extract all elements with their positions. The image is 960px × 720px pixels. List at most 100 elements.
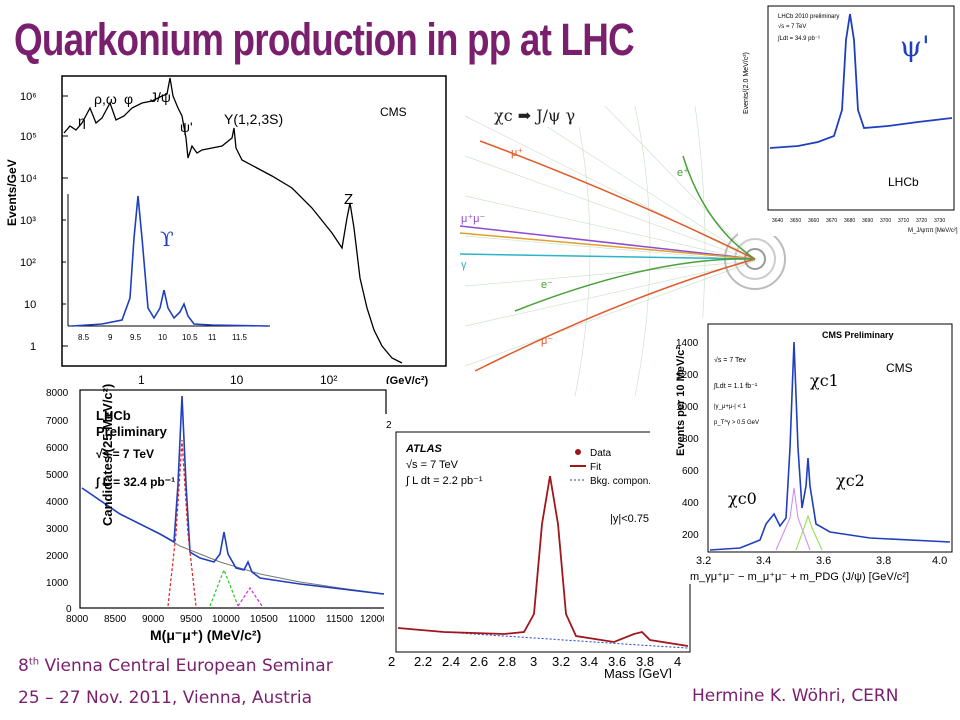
inset-xtick: 8.5 xyxy=(78,333,90,342)
cms-chic-plot: CMS Preliminary √s = 7 Tev ∫Ldt = 1.1 fb… xyxy=(650,318,956,584)
track-mu-minus xyxy=(474,258,756,372)
atlas-xtick: 2.8 xyxy=(498,654,516,669)
upsilon-lumi: ∫ L = 32.4 pb⁻¹ xyxy=(95,475,175,489)
inset-xtick: 11 xyxy=(208,333,217,342)
chi-c2-label: χc2 xyxy=(836,471,865,490)
upsilon-header1: LHCb xyxy=(96,408,131,423)
seminar-suffix: th xyxy=(28,656,40,668)
upsilon-ytick: 4000 xyxy=(46,497,69,508)
peak-phi: φ xyxy=(124,91,133,107)
atlas-lumi: ∫ L dt = 2.2 pb⁻¹ xyxy=(405,475,483,487)
atlas-xtick: 2.2 xyxy=(414,654,432,669)
psi-xlabel: M_J/ψππ [MeV/c²] xyxy=(908,228,958,234)
track-label: μ⁺ xyxy=(511,147,523,159)
atlas-xtick: 2.4 xyxy=(442,654,460,669)
peak-rho-omega: ρ,ω xyxy=(94,91,117,107)
psi-xtick: 3700 xyxy=(880,218,891,224)
peak-jpsi: J/ψ xyxy=(150,89,171,105)
peak-eta: η xyxy=(78,113,86,129)
track-label: γ xyxy=(461,259,467,271)
psi-experiment: LHCb xyxy=(888,175,919,189)
psi-prime-label: ψ' xyxy=(900,30,930,63)
upsilon-ytick: 8000 xyxy=(46,388,69,399)
cms-dimuon-svg: Events/GeV 10⁶ 10⁵ 10⁴ 10³ 10² 10 1 1 10… xyxy=(5,75,447,387)
inset-xtick: 9 xyxy=(108,333,113,342)
chic-cut1: |y_μ+μ-| < 1 xyxy=(714,404,747,410)
chic-fit-curve xyxy=(709,341,951,551)
track-label: μ⁻ xyxy=(541,335,553,347)
lhcb-psi-plot: LHCb 2010 preliminary √s = 7 TeV ∫Ldt = … xyxy=(738,0,960,236)
seminar-number: 8 xyxy=(18,656,29,676)
psi-ylabel: Events/(2.0 MeV/c²) xyxy=(743,52,750,114)
psi-header: LHCb 2010 preliminary xyxy=(778,14,839,20)
cms-label: CMS xyxy=(380,105,407,119)
chic-xtick: 3.8 xyxy=(876,555,891,567)
upsilon-xtick: 10000 xyxy=(212,614,240,625)
dimuon-ytick: 10⁶ xyxy=(20,91,37,103)
psi-xtick: 3660 xyxy=(808,218,819,224)
upsilon-ytick: 0 xyxy=(66,604,72,615)
peak-z: Z xyxy=(344,191,353,208)
chi-c0-label: χc0 xyxy=(728,489,757,508)
chic-header: CMS Preliminary xyxy=(822,330,894,340)
track-e-plus xyxy=(682,155,756,260)
dimuon-ytick: 10⁵ xyxy=(20,131,37,143)
psi-xtick: 3640 xyxy=(772,218,783,224)
dimuon-xtick: 1 xyxy=(138,373,145,387)
upsilon-fit-curve xyxy=(81,395,385,595)
atlas-corner-tick: 2 xyxy=(386,420,392,431)
event-display-svg: μ⁺ e⁺ μ⁺μ⁻ γ e⁻ μ⁻ xyxy=(459,105,786,396)
dimuon-xtick: 10² xyxy=(320,373,337,387)
chic-xtick: 4.0 xyxy=(932,555,947,567)
atlas-header: ATLAS xyxy=(405,443,443,455)
upsilon-xtick: 9500 xyxy=(180,614,203,625)
upsilon-xtick: 9000 xyxy=(142,614,165,625)
upsilon-ytick: 5000 xyxy=(46,470,69,481)
dimuon-ytick: 10⁴ xyxy=(20,173,37,185)
atlas-bkg-curve xyxy=(397,627,689,649)
cms-dimuon-plot: Events/GeV 10⁶ 10⁵ 10⁴ 10³ 10² 10 1 1 10… xyxy=(2,68,452,390)
slide-title: Quarkonium production in pp at LHC xyxy=(14,14,635,65)
seminar-name: Vienna Central European Seminar xyxy=(44,656,333,676)
seminar-dates: 25 – 27 Nov. 2011, Vienna, Austria xyxy=(18,688,312,708)
dimuon-xtick: 10 xyxy=(230,373,244,387)
dimuon-ytick: 10 xyxy=(24,299,36,311)
chic-xlabel: m_γμ⁺μ⁻ − m_μ⁺μ⁻ + m_PDG (J/ψ) [GeV/c²] xyxy=(690,571,909,583)
atlas-xtick: 3.4 xyxy=(580,654,598,669)
psi-fit-curve xyxy=(769,13,953,149)
track-gamma xyxy=(459,253,756,260)
inset-upsilon-label: ϒ xyxy=(160,227,174,251)
upsilon-ytick: 3000 xyxy=(46,524,69,535)
psi-xtick: 3670 xyxy=(826,218,837,224)
psi-energy: √s = 7 TeV xyxy=(778,23,806,30)
upsilon-header2: Preliminary xyxy=(96,424,168,439)
atlas-plot: 2 ATLAS √s = 7 TeV ∫ L dt = 2.2 pb⁻¹ Dat… xyxy=(384,414,696,678)
atlas-xtick: 3.6 xyxy=(608,654,626,669)
atlas-xtick: 2 xyxy=(388,654,395,669)
chic-energy: √s = 7 Tev xyxy=(714,356,746,364)
atlas-legend-bkg: Bkg. compon.² xyxy=(590,476,655,487)
chic-event-display: μ⁺ e⁺ μ⁺μ⁻ γ e⁻ μ⁻ xyxy=(455,96,805,396)
dimuon-spectrum-curve xyxy=(63,77,403,364)
seminar-line: 8th Vienna Central European Seminar xyxy=(18,656,333,676)
psi-xtick: 3650 xyxy=(790,218,801,224)
atlas-cut: |y|<0.75 xyxy=(610,513,649,525)
cms-chic-svg: CMS Preliminary √s = 7 Tev ∫Ldt = 1.1 fb… xyxy=(675,323,953,583)
upsilon-ytick: 1000 xyxy=(46,578,69,589)
chic-ytick: 600 xyxy=(682,466,699,477)
peak-psi-prime: ψ' xyxy=(180,119,193,135)
chic-ytick: 1200 xyxy=(676,370,699,381)
lhcb-upsilon-svg: LHCb Preliminary √s = 7 TeV ∫ L = 32.4 p… xyxy=(46,384,388,643)
atlas-legend-data-marker xyxy=(575,449,581,455)
upsilon-ytick: 7000 xyxy=(46,416,69,427)
cms-chic-label: CMS xyxy=(886,361,913,375)
upsilon-xtick: 11000 xyxy=(288,614,316,625)
atlas-xtick: 2.6 xyxy=(470,654,488,669)
atlas-xtick: 4 xyxy=(674,654,681,669)
atlas-legend-data: Data xyxy=(590,448,612,459)
chic-ylabel: Events per 10 MeV/c² xyxy=(675,346,687,456)
upsilon-xtick: 12000 xyxy=(360,614,388,625)
track-e-minus xyxy=(514,258,756,312)
dimuon-xlabel: (GeV/c²) xyxy=(386,375,429,387)
atlas-svg: 2 ATLAS √s = 7 TeV ∫ L dt = 2.2 pb⁻¹ Dat… xyxy=(386,420,691,678)
